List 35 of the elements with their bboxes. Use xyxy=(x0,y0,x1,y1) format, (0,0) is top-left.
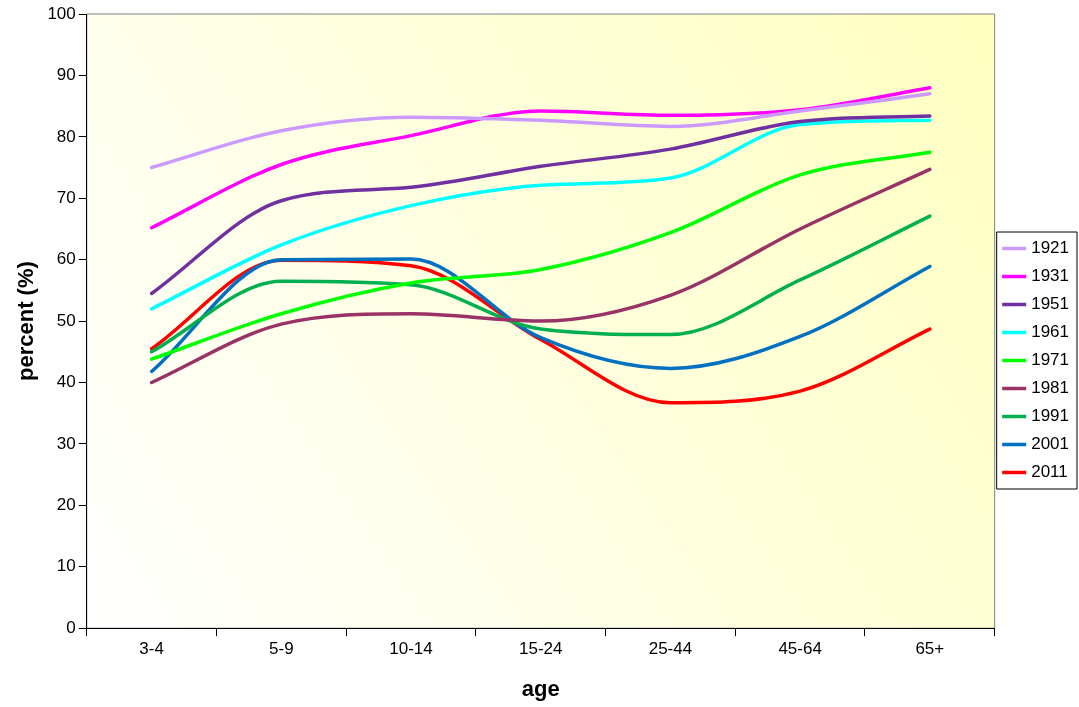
y-tick-label: 10 xyxy=(56,556,76,576)
x-tick-label: 5-9 xyxy=(269,639,294,659)
y-tick-label: 30 xyxy=(56,433,76,453)
line-series xyxy=(149,92,932,170)
legend-label: 1951 xyxy=(1031,294,1070,314)
y-tick-label: 20 xyxy=(56,495,76,515)
y-tick-label: 90 xyxy=(56,65,76,85)
x-tick-label: 45-64 xyxy=(778,639,822,659)
legend-label: 1931 xyxy=(1031,266,1070,286)
legend-label: 1971 xyxy=(1031,350,1070,370)
y-tick-label: 0 xyxy=(66,617,76,637)
y-axis-title: percent (%) xyxy=(13,261,39,381)
y-tick-label: 50 xyxy=(56,310,76,330)
x-axis-title: age xyxy=(521,675,560,701)
line-series xyxy=(149,85,932,230)
legend-label: 1961 xyxy=(1031,322,1070,342)
legend-label: 2001 xyxy=(1031,434,1070,454)
y-tick-label: 60 xyxy=(56,249,76,269)
legend-label: 1921 xyxy=(1031,238,1070,258)
legend-label: 2011 xyxy=(1031,462,1068,482)
y-tick-label: 70 xyxy=(56,187,76,207)
line-series xyxy=(149,150,932,361)
line-series xyxy=(149,257,932,374)
y-tick-label: 40 xyxy=(56,372,76,392)
x-tick-label: 3-4 xyxy=(139,639,164,659)
x-tick-label: 65+ xyxy=(915,639,945,659)
y-tick-label: 80 xyxy=(56,126,76,146)
y-tick-label: 100 xyxy=(47,3,76,23)
legend-label: 1991 xyxy=(1031,406,1070,426)
line-series xyxy=(149,214,932,354)
x-tick-label: 15-24 xyxy=(518,639,563,659)
x-tick-label: 25-44 xyxy=(648,639,693,659)
line-series xyxy=(149,167,932,385)
x-tick-label: 10-14 xyxy=(389,639,433,659)
legend-label: 1981 xyxy=(1031,378,1070,398)
